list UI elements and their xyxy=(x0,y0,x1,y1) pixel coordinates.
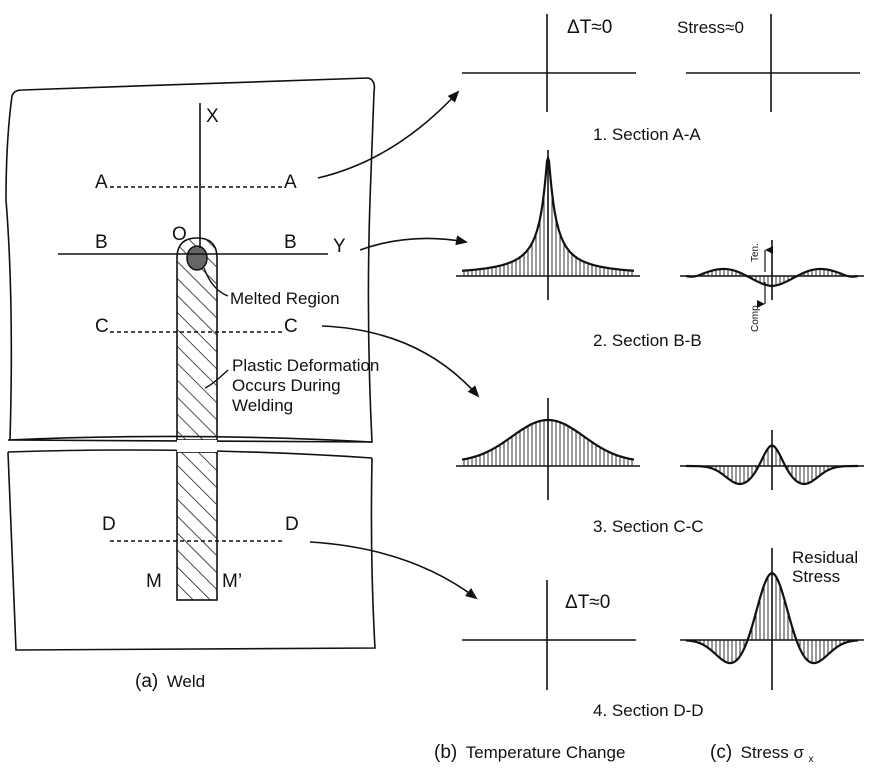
origin-label: O xyxy=(172,224,187,245)
stress-plot-section-c xyxy=(680,430,864,490)
x-axis-label: X xyxy=(206,106,219,127)
temp-plot-section-a xyxy=(462,14,636,112)
temp-zero-section-d: ΔT≈0 xyxy=(565,592,610,613)
plastic-deformation-leader xyxy=(204,369,229,389)
plastic-deformation-line-1: Plastic Deformation xyxy=(232,356,379,375)
caption-a: (a) Weld xyxy=(135,671,205,692)
melted-region-spot xyxy=(186,245,208,271)
caption-a-letter: (a) xyxy=(135,671,158,692)
caption-c-subscript: x xyxy=(808,754,813,765)
section-c-left-label: C xyxy=(95,316,109,337)
stress-zero-header: Stress≈0 xyxy=(677,18,744,37)
temp-plot-section-c xyxy=(456,398,640,500)
section-b-right-label: B xyxy=(284,232,297,253)
temp-plot-section-d xyxy=(462,580,636,690)
section-d-left-label: D xyxy=(102,514,116,535)
caption-c: (c) Stress σ x xyxy=(710,742,813,765)
caption-b-letter: (b) xyxy=(434,742,457,763)
melted-region-leader xyxy=(203,267,229,297)
plate-upper-outline xyxy=(5,77,376,443)
caption-c-text: Stress σ xyxy=(741,743,805,762)
residual-stress-label-2: Stress xyxy=(792,567,840,586)
weld-bead xyxy=(176,237,218,601)
caption-a-text: Weld xyxy=(167,672,205,691)
section-b-left-label: B xyxy=(95,232,108,253)
m-prime-label: M’ xyxy=(222,571,242,592)
stress-plot-section-d xyxy=(680,548,864,690)
stress-plot-section-b xyxy=(680,240,864,300)
arrow-section-a xyxy=(317,90,460,179)
section-a-left-label: A xyxy=(95,172,108,193)
section-title-2: 2. Section B-B xyxy=(593,331,702,350)
residual-stress-label-1: Residual xyxy=(792,548,858,567)
section-d-right-label: D xyxy=(285,514,299,535)
section-title-1: 1. Section A-A xyxy=(593,125,701,144)
arrow-section-b xyxy=(359,235,468,251)
caption-c-letter: (c) xyxy=(710,742,732,763)
section-title-4: 4. Section D-D xyxy=(593,701,704,720)
m-label: M xyxy=(146,571,162,592)
caption-b-text: Temperature Change xyxy=(466,743,626,762)
tension-label: Ten. xyxy=(750,243,761,262)
melted-region-label: Melted Region xyxy=(230,289,340,308)
section-title-3: 3. Section C-C xyxy=(593,517,704,536)
plastic-deformation-line-3: Welding xyxy=(232,396,293,415)
y-axis-label: Y xyxy=(333,236,346,257)
stress-plot-section-a xyxy=(686,14,860,112)
section-c-right-label: C xyxy=(284,316,298,337)
temp-zero-header: ΔT≈0 xyxy=(567,17,612,38)
temp-plot-section-b xyxy=(456,150,640,300)
plate-lower-outline xyxy=(7,451,376,651)
arrow-section-d xyxy=(309,541,478,600)
plastic-deformation-line-2: Occurs During xyxy=(232,376,341,395)
caption-b: (b) Temperature Change xyxy=(434,742,625,763)
section-a-right-label: A xyxy=(284,172,297,193)
compression-label: Comp. xyxy=(750,303,761,332)
arrow-section-c xyxy=(321,325,480,398)
